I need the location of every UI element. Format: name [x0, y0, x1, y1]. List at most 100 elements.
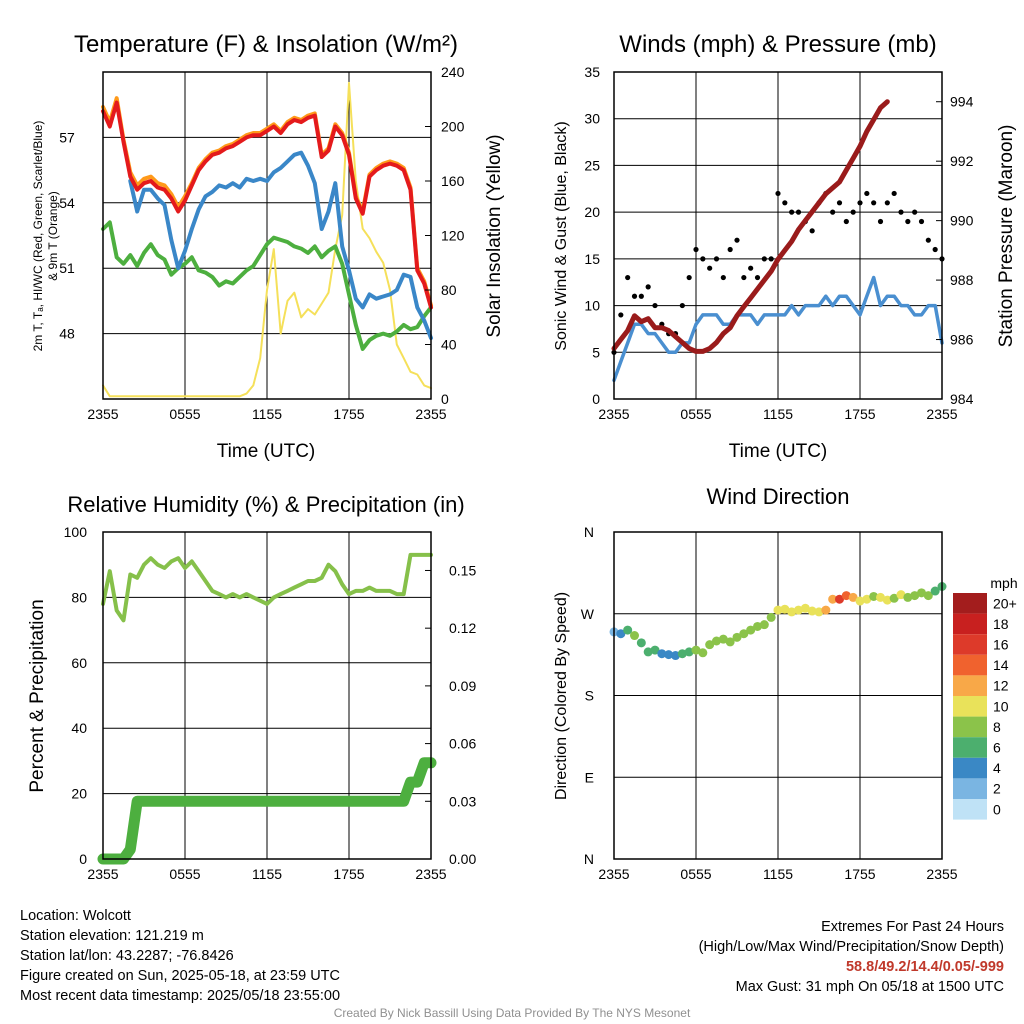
- wind-direction-point: [821, 605, 831, 615]
- humidity-title: Relative Humidity (%) & Precipitation (i…: [67, 492, 464, 517]
- winds-y2tick-label: 992: [950, 153, 974, 169]
- gust-point: [652, 302, 658, 309]
- gust-point: [912, 209, 918, 215]
- winds-ytick-label: 20: [584, 204, 600, 220]
- insolation-line: [102, 81, 432, 398]
- gust-point: [871, 200, 877, 206]
- wind-direction-point: [903, 592, 913, 602]
- wind-direction-point: [732, 632, 742, 642]
- humidity-ytick-label: 100: [64, 524, 88, 540]
- speed-legend-label: 20+: [993, 595, 1017, 611]
- winds-xtick-label: 0555: [680, 406, 711, 422]
- wind-direction-ytick-label: N: [584, 851, 594, 867]
- heat-index-line: [128, 150, 433, 340]
- wind-direction-point: [876, 592, 885, 602]
- winds-ytick-label: 5: [592, 344, 600, 360]
- speed-legend-label: 18: [993, 616, 1009, 632]
- gust-point: [700, 256, 706, 262]
- gust-point: [720, 274, 726, 281]
- sonic-wind-line: [612, 275, 944, 383]
- humidity-ytick-label: 80: [71, 589, 87, 605]
- latlon-text: Station lat/lon: 43.2287; -76.8426: [20, 948, 234, 964]
- recent-data-text: Most recent data timestamp: 2025/05/18 2…: [20, 988, 341, 1004]
- speed-legend-swatch: [953, 675, 987, 696]
- wind-direction-point: [835, 594, 844, 604]
- credit-line: Created By Nick Bassill Using Data Provi…: [333, 1006, 691, 1020]
- temperature-y2label: Solar Insolation (Yellow): [484, 134, 505, 337]
- gust-point: [679, 302, 685, 309]
- winds-y2label: Station Pressure (Maroon): [996, 125, 1017, 348]
- humidity-ytick-label: 20: [71, 786, 87, 802]
- extremes-title: Extremes For Past 24 Hours: [821, 919, 1004, 935]
- speed-legend-title: mph: [990, 575, 1017, 591]
- speed-legend-swatch: [953, 654, 987, 676]
- humidity-xtick-label: 2355: [415, 866, 446, 882]
- temperature-xtick-label: 2355: [87, 406, 118, 422]
- wind-direction-point: [691, 645, 701, 655]
- gust-point: [830, 209, 836, 215]
- temperature-xlabel: Time (UTC): [217, 441, 316, 462]
- speed-legend-swatch: [953, 716, 987, 738]
- wind-direction-plot-frame: [613, 531, 943, 860]
- winds-ylabel: Sonic Wind & Gust (Blue, Black): [553, 121, 570, 350]
- location-text: Location: Wolcott: [20, 908, 131, 924]
- wind-direction-point: [910, 591, 920, 601]
- wind-direction-point: [787, 607, 797, 617]
- wind-direction-point: [773, 605, 783, 615]
- gust-point: [741, 274, 747, 281]
- winds-panel: Winds (mph) & Pressure (mb) 2355 0555 1155…: [553, 31, 1017, 462]
- winds-series: [611, 99, 945, 383]
- temperature-ytick-label: 51: [59, 260, 75, 276]
- extremes-values: 58.8/49.2/14.4/0.05/-999: [845, 959, 1004, 975]
- winds-xlabel: Time (UTC): [729, 441, 828, 462]
- winds-y2tick-label: 988: [950, 272, 974, 288]
- gust-point: [809, 228, 815, 234]
- gust-point: [857, 200, 863, 206]
- wind-direction-point: [862, 594, 872, 604]
- winds-y2tick-label: 986: [950, 332, 974, 348]
- gust-point: [918, 218, 925, 225]
- humidity-y2tick-label: 0.09: [449, 678, 476, 694]
- speed-legend-swatch: [953, 757, 987, 779]
- wind-direction-point: [780, 604, 790, 614]
- winds-ytick-label: 25: [584, 157, 600, 173]
- winds-ytick-label: 0: [592, 391, 600, 407]
- wind-direction-ytick-label: S: [585, 688, 594, 704]
- speed-legend-label: 0: [993, 801, 1001, 817]
- gust-point: [693, 246, 699, 253]
- winds-xtick-label: 2355: [598, 406, 629, 422]
- wind-direction-xtick-label: 2355: [926, 866, 957, 882]
- winds-xtick-label: 1755: [844, 406, 875, 422]
- temperature-y2tick-label: 200: [441, 119, 465, 135]
- wind-direction-point: [650, 645, 660, 655]
- speed-legend-swatch: [953, 778, 987, 799]
- wind-direction-point: [671, 651, 680, 661]
- precipitation-line: [97, 757, 437, 865]
- gust-point: [686, 274, 692, 281]
- dewpoint-line: [101, 220, 433, 351]
- wind-direction-point: [923, 591, 933, 601]
- temperature-xtick-label: 1155: [252, 406, 282, 422]
- humidity-ytick-label: 40: [71, 720, 87, 736]
- gust-point: [795, 209, 802, 215]
- wind-direction-point: [684, 647, 694, 657]
- wind-direction-point: [766, 612, 776, 622]
- pressure-line: [611, 99, 890, 354]
- wind-direction-point: [828, 594, 838, 604]
- wind-direction-point: [746, 625, 756, 635]
- humidity-series: [97, 552, 437, 865]
- temperature-ytick-label: 48: [59, 326, 75, 342]
- gust-point: [625, 274, 631, 281]
- winds-xtick-label: 1155: [763, 406, 793, 422]
- gust-point: [645, 284, 651, 290]
- wind-direction-point: [759, 620, 769, 630]
- humidity-xtick-label: 1755: [333, 866, 364, 882]
- humidity-grid: [103, 532, 431, 859]
- wind-direction-point: [657, 649, 667, 659]
- temperature-panel: Temperature (F) & Insolation (W/m²) 2355…: [31, 31, 505, 462]
- temperature-y2tick-label: 120: [441, 228, 465, 244]
- temperature-ylabel-line2: & 9m T (Orange): [46, 191, 60, 281]
- wind-direction-ytick-label: W: [581, 606, 595, 622]
- humidity-plot-frame: [102, 531, 432, 860]
- wind-direction-ylabel: Direction (Colored By Speed): [553, 592, 570, 800]
